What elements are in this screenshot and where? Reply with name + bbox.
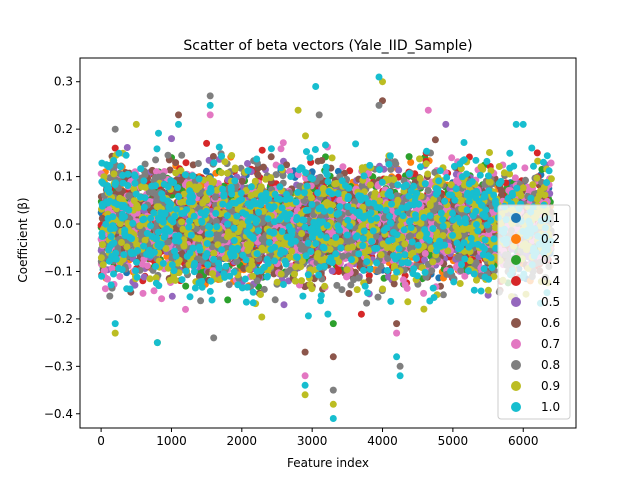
data-point [365,277,373,285]
points-layer [97,73,555,422]
data-point [461,272,469,280]
data-point [259,163,267,171]
outlier-point [203,139,211,147]
outlier-point [175,111,182,119]
data-point [365,272,373,280]
data-point [104,275,111,283]
data-point [202,167,210,175]
data-point [521,164,529,172]
outlier-point [111,144,119,152]
data-point [334,266,342,273]
data-point [420,289,428,297]
outlier-point [393,320,401,328]
data-point [267,153,275,161]
data-point [143,262,151,270]
data-point [431,136,439,144]
data-point [258,146,266,154]
data-point [395,166,403,174]
outlier-point [329,320,337,328]
data-point [158,295,166,303]
data-point [131,281,139,289]
outlier-point [442,120,450,128]
data-point [172,159,180,167]
data-point [345,290,353,297]
data-point [101,285,109,293]
data-point [253,277,261,285]
data-point [254,171,262,179]
data-point [140,273,148,281]
outlier-point [357,310,365,318]
data-point [197,297,205,305]
data-point [401,281,409,289]
outlier-point [393,329,401,337]
data-point [108,264,116,272]
outlier-point [182,305,189,313]
data-point [182,159,190,167]
data-point [150,287,158,295]
y-axis-label: Coefficient (β) [16,197,30,282]
outlier-point [301,348,309,356]
data-point [339,163,347,171]
data-point [511,174,519,182]
outlier-point [407,158,415,166]
outlier-point [168,135,175,143]
data-point [244,160,251,167]
data-point [547,159,555,167]
data-point [152,156,160,164]
data-point [283,161,291,169]
data-point [123,144,131,151]
data-point [139,289,147,297]
outlier-point [224,296,232,304]
data-point [351,268,359,276]
data-point [448,154,456,162]
data-point [338,286,346,294]
data-point [116,273,124,280]
outlier-point [280,301,288,309]
data-point [166,166,174,174]
data-point [405,153,413,161]
outlier-point [424,106,432,114]
outlier-point [206,111,214,119]
data-point [346,167,354,175]
data-point [238,177,246,185]
data-point [209,153,217,160]
data-point [301,283,309,291]
data-point [277,145,285,153]
data-point [182,282,190,290]
data-point [100,267,108,275]
data-point [453,177,460,185]
data-point [328,267,336,275]
data-point [421,250,429,257]
x-axis-label: Feature index [287,456,369,470]
outlier-point [329,353,337,361]
chart-title: Scatter of beta vectors (Yale_IID_Sample… [183,38,472,54]
data-point [390,280,398,288]
outlier-point [533,149,541,157]
data-point [168,292,176,300]
data-point [254,164,262,172]
data-point [497,191,505,199]
data-point [279,139,287,147]
outlier-point [301,372,309,380]
data-point [318,157,326,164]
